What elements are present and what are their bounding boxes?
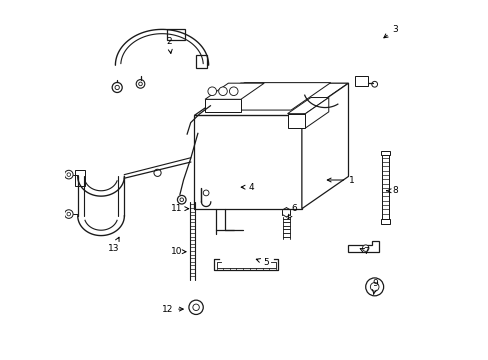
Text: 8: 8	[386, 186, 397, 195]
Circle shape	[229, 87, 238, 95]
Polygon shape	[204, 99, 241, 112]
Circle shape	[218, 87, 227, 95]
Bar	[354, 76, 367, 86]
Text: 13: 13	[108, 237, 119, 253]
Polygon shape	[204, 83, 264, 99]
Circle shape	[369, 283, 378, 291]
Polygon shape	[287, 98, 328, 114]
Circle shape	[112, 82, 122, 93]
Bar	[75, 170, 85, 186]
Bar	[380, 220, 389, 224]
Polygon shape	[305, 98, 328, 128]
Polygon shape	[348, 241, 378, 252]
Circle shape	[207, 87, 216, 95]
Circle shape	[64, 170, 73, 179]
Circle shape	[203, 190, 208, 196]
Circle shape	[362, 245, 368, 251]
Circle shape	[136, 80, 144, 88]
Polygon shape	[194, 116, 301, 209]
Text: 6: 6	[287, 204, 297, 219]
Text: 2: 2	[166, 37, 172, 53]
Polygon shape	[194, 83, 348, 116]
Polygon shape	[204, 83, 330, 110]
Circle shape	[192, 304, 199, 311]
Text: 4: 4	[241, 183, 254, 192]
Text: 11: 11	[170, 204, 188, 213]
Text: 9: 9	[372, 279, 378, 294]
Polygon shape	[287, 114, 305, 128]
Text: 1: 1	[326, 176, 354, 185]
Text: 5: 5	[256, 258, 268, 267]
Text: 7: 7	[360, 247, 368, 256]
Polygon shape	[301, 83, 348, 209]
Bar	[167, 30, 184, 40]
Text: 10: 10	[170, 247, 185, 256]
Circle shape	[154, 169, 161, 176]
Text: 3: 3	[383, 25, 397, 38]
Circle shape	[188, 300, 203, 315]
Circle shape	[371, 81, 377, 87]
Circle shape	[64, 210, 73, 219]
Circle shape	[365, 278, 383, 296]
Bar	[380, 150, 389, 155]
Text: 12: 12	[162, 305, 183, 314]
Bar	[196, 55, 206, 68]
Circle shape	[177, 195, 185, 204]
